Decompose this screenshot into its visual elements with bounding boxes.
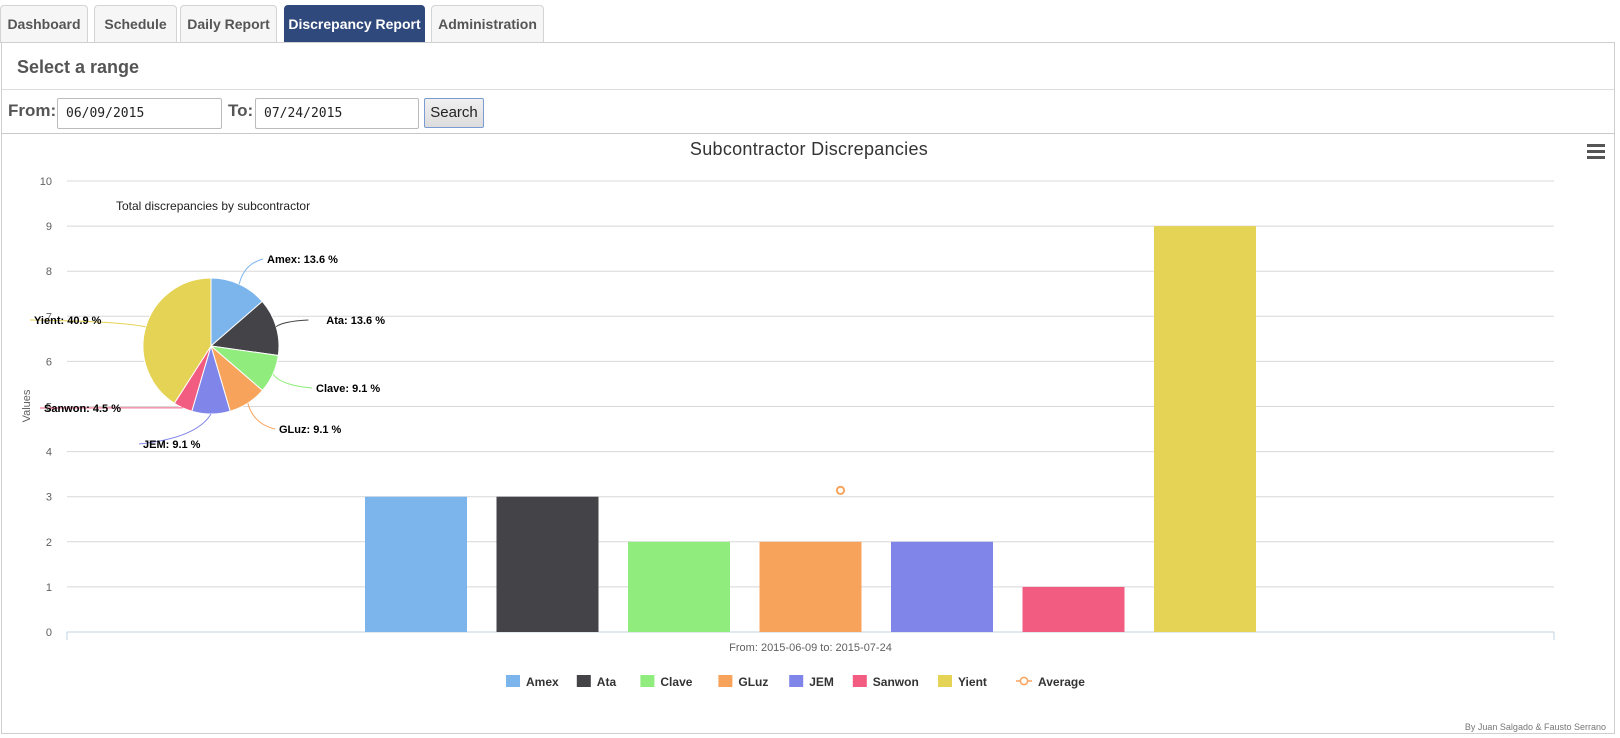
bar-clave bbox=[628, 541, 730, 632]
y-tick-label: 9 bbox=[46, 221, 52, 233]
y-tick-label: 7 bbox=[46, 311, 52, 323]
pie-connector bbox=[247, 403, 276, 430]
from-date-input[interactable]: 06/09/2015 bbox=[57, 98, 222, 129]
legend-item-yient: Yient bbox=[958, 675, 987, 689]
pie-connector bbox=[238, 258, 264, 285]
pie-connector bbox=[275, 319, 309, 328]
average-marker bbox=[835, 485, 846, 495]
divider bbox=[2, 133, 1614, 134]
pie-label-amex: Amex: 13.6 % bbox=[267, 254, 338, 266]
y-tick-label: 10 bbox=[40, 176, 52, 188]
legend-item-sanwon: Sanwon bbox=[873, 675, 919, 689]
pie-label-clave: Clave: 9.1 % bbox=[316, 383, 380, 395]
report-panel: Select a range From: 06/09/2015 To: 07/2… bbox=[1, 42, 1615, 734]
tab-daily-report[interactable]: Daily Report bbox=[180, 5, 277, 43]
bar-sanwon bbox=[1022, 586, 1125, 632]
from-label: From: bbox=[8, 101, 57, 120]
y-tick-label: 6 bbox=[46, 356, 52, 368]
pie-label-ata: Ata: 13.6 % bbox=[326, 315, 385, 327]
legend-swatch-clave bbox=[640, 675, 655, 687]
pie-slice-amex bbox=[210, 277, 264, 348]
y-tick-label: 0 bbox=[46, 627, 52, 639]
pie-label-gluz: GLuz: 9.1 % bbox=[279, 424, 342, 436]
tab-schedule[interactable]: Schedule bbox=[94, 5, 177, 43]
legend-swatch-jem bbox=[789, 675, 804, 687]
legend-swatch-amex bbox=[506, 675, 520, 687]
pie-connector bbox=[29, 319, 146, 328]
bar-jem bbox=[891, 541, 993, 632]
legend-item-ata: Ata bbox=[597, 675, 617, 689]
legend-item-jem: JEM bbox=[809, 675, 834, 689]
legend-item-gluz: GLuz bbox=[738, 675, 768, 689]
x-axis-title: From: 2015-06-09 to: 2015-07-24 bbox=[729, 642, 892, 654]
bar-yient bbox=[1154, 226, 1256, 632]
tab-administration[interactable]: Administration bbox=[431, 5, 544, 43]
legend-item-amex: Amex bbox=[526, 675, 559, 689]
y-tick-label: 3 bbox=[46, 492, 52, 504]
chart-title: Subcontractor Discrepancies bbox=[689, 139, 929, 159]
search-button[interactable]: Search bbox=[424, 98, 484, 128]
legend-swatch-gluz bbox=[718, 675, 733, 687]
tab-dashboard[interactable]: Dashboard bbox=[0, 5, 88, 43]
y-tick-label: 1 bbox=[46, 582, 52, 594]
tab-bar: Dashboard Schedule Daily Report Discrepa… bbox=[0, 5, 1620, 43]
bar-ata bbox=[496, 496, 599, 632]
pie-label-jem: JEM: 9.1 % bbox=[143, 439, 201, 451]
legend-item-average: Average bbox=[1038, 675, 1085, 689]
y-tick-label: 8 bbox=[46, 266, 52, 278]
hamburger-menu-icon[interactable] bbox=[1587, 144, 1605, 160]
legend-swatch-sanwon bbox=[852, 675, 867, 687]
divider bbox=[2, 89, 1614, 90]
pie-connector bbox=[272, 373, 313, 389]
range-title: Select a range bbox=[17, 57, 140, 77]
legend-swatch-ata bbox=[576, 675, 591, 687]
y-axis-title: Values bbox=[21, 389, 33, 422]
pie-connector bbox=[138, 413, 212, 445]
pie-label-yient: Yient: 40.9 % bbox=[34, 315, 102, 327]
credits: By Juan Salgado & Fausto Serrano bbox=[1464, 722, 1606, 732]
to-date-input[interactable]: 07/24/2015 bbox=[255, 98, 419, 129]
bar-gluz bbox=[759, 541, 862, 632]
to-label: To: bbox=[228, 101, 254, 120]
pie-label-sanwon: Sanwon: 4.5 % bbox=[44, 403, 121, 415]
legend-swatch-yient bbox=[938, 675, 952, 687]
y-tick-label: 2 bbox=[46, 537, 52, 549]
legend-item-clave: Clave bbox=[660, 675, 692, 689]
y-tick-label: 4 bbox=[46, 447, 52, 459]
bar-amex bbox=[365, 496, 467, 632]
legend-marker-average bbox=[1019, 676, 1029, 686]
tab-discrepancy-report[interactable]: Discrepancy Report bbox=[284, 5, 425, 43]
pie-slice-ata bbox=[209, 300, 280, 357]
pie-title: Total discrepancies by subcontractor bbox=[116, 199, 310, 213]
